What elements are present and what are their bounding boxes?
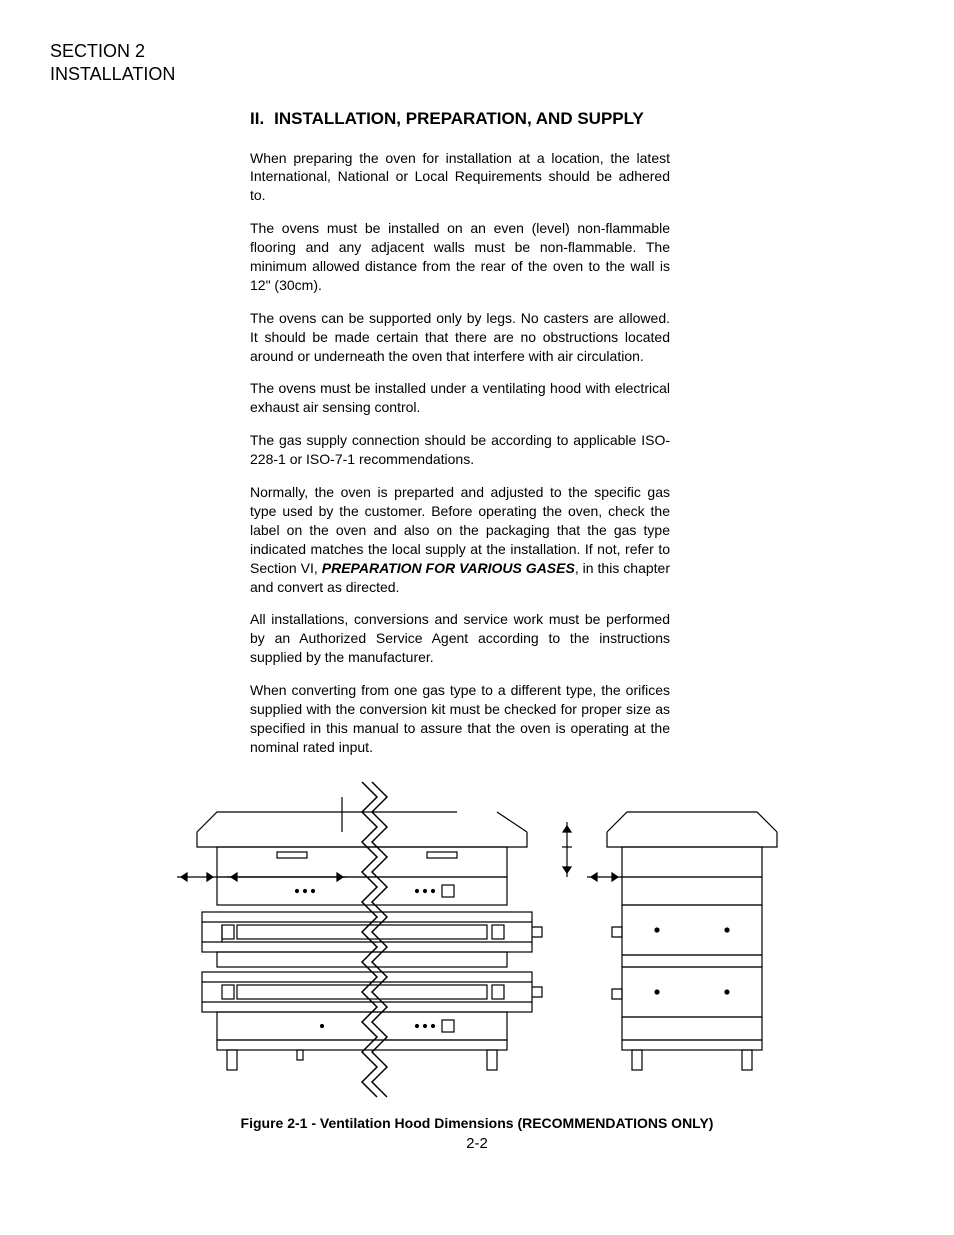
header-line1: SECTION 2 <box>50 40 904 63</box>
p6-bold: PREPARATION FOR VARIOUS GASES <box>322 560 575 576</box>
figure-container: Figure 2-1 - Ventilation Hood Dimensions… <box>50 777 904 1152</box>
paragraph-6: Normally, the oven is preparted and adju… <box>250 483 670 596</box>
section-title-text: INSTALLATION, PREPARATION, AND SUPPLY <box>274 107 644 131</box>
page-number: 2-2 <box>50 1135 904 1152</box>
paragraph-5: The gas supply connection should be acco… <box>250 431 670 469</box>
ventilation-diagram <box>167 777 787 1107</box>
main-content: II. INSTALLATION, PREPARATION, AND SUPPL… <box>250 107 670 757</box>
paragraph-8: When converting from one gas type to a d… <box>250 681 670 757</box>
figure-caption: Figure 2-1 - Ventilation Hood Dimensions… <box>50 1115 904 1131</box>
paragraph-3: The ovens can be supported only by legs.… <box>250 309 670 366</box>
page-header: SECTION 2 INSTALLATION <box>50 40 904 87</box>
paragraph-1: When preparing the oven for installation… <box>250 149 670 206</box>
paragraph-4: The ovens must be installed under a vent… <box>250 379 670 417</box>
section-title: II. INSTALLATION, PREPARATION, AND SUPPL… <box>250 107 670 131</box>
paragraph-7: All installations, conversions and servi… <box>250 610 670 667</box>
header-line2: INSTALLATION <box>50 63 904 86</box>
section-number: II. <box>250 107 264 131</box>
paragraph-2: The ovens must be installed on an even (… <box>250 219 670 295</box>
